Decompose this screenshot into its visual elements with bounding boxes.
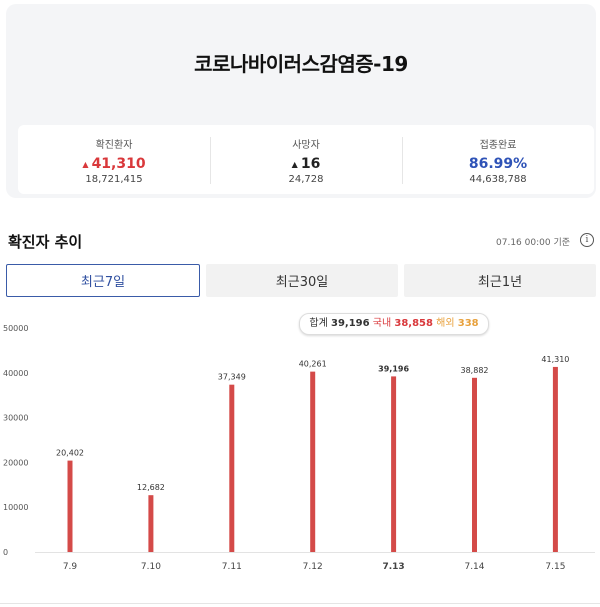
up-arrow-icon: ▲: [291, 159, 298, 169]
stat-confirmed-label: 확진환자: [95, 140, 133, 151]
y-tick-label: 20000: [3, 458, 28, 467]
bar-value-label: 41,310: [541, 355, 569, 364]
stat-deaths-value: 16: [300, 156, 321, 172]
period-tabs: 최근7일 최근30일 최근1년: [6, 264, 596, 297]
stats-panel: 확진환자 ▲ 41,310 18,721,415 사망자 ▲ 16 24,728…: [18, 125, 594, 194]
stat-deaths: 사망자 ▲ 16 24,728: [210, 125, 402, 194]
bar[interactable]: [472, 377, 477, 552]
x-tick-label: 7.13: [382, 562, 404, 572]
x-tick-label: 7.14: [464, 562, 484, 572]
x-tick-label: 7.12: [303, 562, 323, 572]
bar-tooltip: 합계 39,196 국내 38,858 해외 338: [299, 313, 489, 335]
bar-value-label: 40,261: [299, 360, 327, 369]
stat-deaths-total: 24,728: [288, 174, 324, 185]
y-tick-label: 50000: [3, 324, 28, 333]
info-icon[interactable]: i: [580, 233, 594, 247]
bar[interactable]: [67, 460, 73, 552]
tab-1year[interactable]: 최근1년: [404, 264, 596, 297]
stat-deaths-label: 사망자: [292, 140, 320, 151]
summary-card: 코로나바이러스감염증-19 확진환자 ▲ 41,310 18,721,415 사…: [6, 4, 596, 198]
stat-vaccinated: 접종완료 86.99% 44,638,788: [402, 125, 594, 194]
x-tick-label: 7.15: [545, 562, 565, 572]
bar-value-label: 20,402: [56, 449, 84, 458]
page-title: 코로나바이러스감염증-19: [194, 52, 408, 76]
stat-vaccinated-value: 86.99%: [468, 156, 528, 172]
update-time: 07.16 00:00 기준: [496, 238, 570, 248]
section-title: 확진자 추이: [8, 233, 83, 251]
bar-value-label: 12,682: [137, 483, 165, 492]
bar[interactable]: [148, 495, 154, 552]
y-tick-label: 30000: [3, 414, 28, 423]
tab-30days[interactable]: 최근30일: [206, 264, 398, 297]
stat-vaccinated-label: 접종완료: [479, 140, 517, 151]
stat-confirmed-value: 41,310: [91, 156, 146, 172]
x-tick-label: 7.11: [222, 562, 242, 572]
x-tick-label: 7.10: [141, 562, 161, 572]
bar[interactable]: [310, 371, 316, 552]
stat-vaccinated-total: 44,638,788: [469, 174, 527, 185]
bar-value-label: 37,349: [218, 373, 246, 382]
divider: [0, 603, 600, 604]
bar[interactable]: [391, 376, 397, 552]
bar[interactable]: [552, 366, 558, 552]
stat-confirmed-total: 18,721,415: [85, 174, 143, 185]
bar-value-label: 38,882: [461, 366, 489, 375]
y-tick-label: 0: [3, 548, 8, 557]
tab-7days[interactable]: 최근7일: [6, 264, 200, 297]
stat-confirmed: 확진환자 ▲ 41,310 18,721,415: [18, 125, 210, 194]
y-tick-label: 10000: [3, 503, 28, 512]
y-tick-label: 40000: [3, 369, 28, 378]
confirmed-cases-bar-chart: 0 10000 20000 30000 40000 50000 20,402 7.9 12,68…: [3, 324, 595, 572]
up-arrow-icon: ▲: [82, 159, 89, 169]
bar[interactable]: [229, 384, 235, 552]
bar-value-label: 39,196: [378, 364, 409, 373]
x-tick-label: 7.9: [63, 562, 78, 572]
